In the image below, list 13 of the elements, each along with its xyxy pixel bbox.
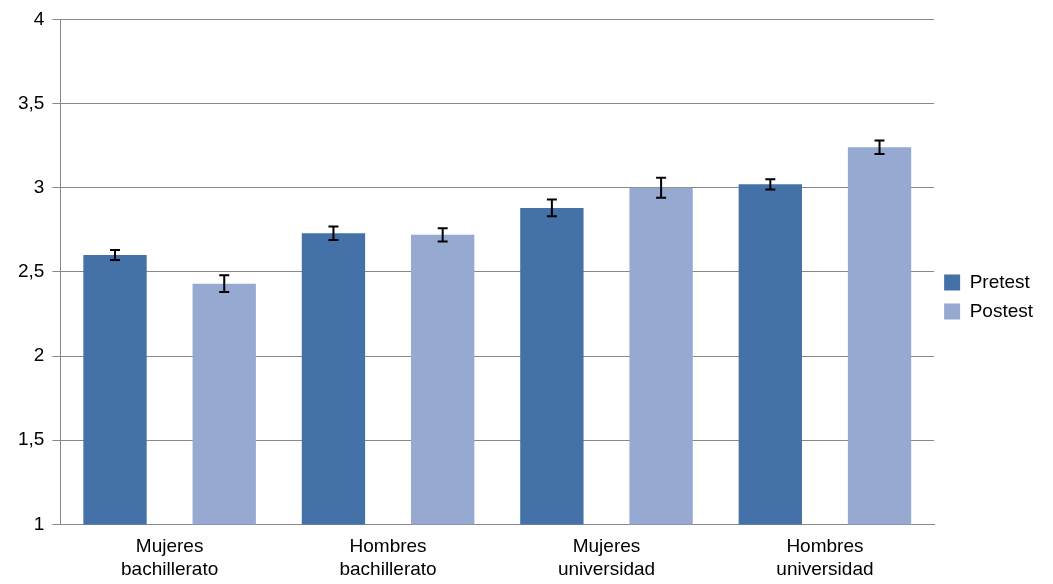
y-tick-label: 1,5 bbox=[17, 428, 45, 450]
legend-label: Pretest bbox=[969, 270, 1031, 292]
x-tick-label: Mujeres bachillerato bbox=[121, 535, 219, 579]
x-tick-label: Hombres universidad bbox=[776, 535, 874, 579]
y-tick-label: 2,5 bbox=[17, 260, 45, 282]
y-tick-label: 3 bbox=[33, 175, 45, 197]
y-tick-label: 2 bbox=[33, 344, 45, 366]
y-tick-label: 3,5 bbox=[17, 91, 45, 113]
x-tick-label: Mujeres universidad bbox=[557, 535, 656, 579]
y-tick-label: 1 bbox=[33, 512, 45, 534]
legend-label: Postest bbox=[969, 299, 1034, 321]
y-tick-label: 4 bbox=[33, 7, 45, 29]
x-tick-label: Hombres bachillerato bbox=[339, 535, 437, 579]
